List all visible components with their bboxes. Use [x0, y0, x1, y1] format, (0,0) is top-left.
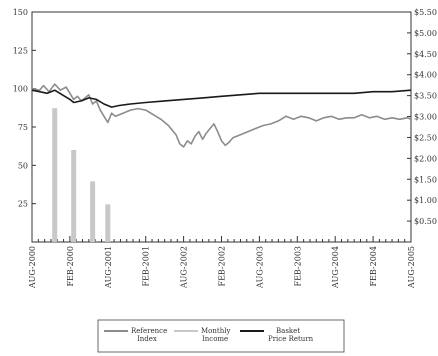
- left-tick-label: 100: [13, 85, 28, 94]
- legend-label-reference-index-1: Reference: [131, 327, 167, 335]
- x-tick-label: AUG-2001: [104, 246, 113, 289]
- bar-monthly-income: [90, 181, 96, 242]
- legend-label-basket-price-return-1: Basket: [276, 327, 300, 335]
- x-tick-label: AUG-2002: [180, 246, 189, 289]
- series-line-basket-price-return: [31, 89, 412, 108]
- x-tick-label: FEB-2004: [369, 246, 378, 286]
- series-lines: [31, 83, 412, 148]
- series-line-reference-index: [31, 83, 412, 148]
- left-axis: 25 50 75 100 125 150: [13, 8, 36, 209]
- legend-label-basket-price-return-2: Price Return: [268, 335, 314, 343]
- x-tick-label: FEB-2001: [142, 246, 151, 286]
- left-tick-label: 50: [18, 161, 28, 170]
- x-tick-label: FEB-2000: [66, 246, 75, 286]
- bars-monthly-income: [52, 108, 111, 242]
- left-tick-label: 150: [13, 8, 28, 17]
- plot-border: [31, 11, 412, 243]
- left-tick-label: 125: [13, 46, 28, 55]
- left-tick-label: 25: [18, 200, 28, 209]
- right-tick-label: $4.50: [414, 50, 437, 59]
- right-tick-label: $4.00: [414, 71, 437, 80]
- right-tick-label: $5.50: [414, 8, 437, 17]
- right-tick-label: $5.00: [414, 29, 437, 38]
- bar-monthly-income: [52, 108, 58, 242]
- right-tick-label: $0.50: [414, 217, 437, 226]
- x-axis: AUG-2000 FEB-2000 AUG-2001 FEB-2001 AUG-2002…: [28, 236, 416, 289]
- right-tick-label: $1.00: [414, 196, 437, 205]
- right-tick-label: $1.50: [414, 175, 437, 184]
- right-tick-label: $2.50: [414, 133, 437, 142]
- x-tick-label: AUG-2005: [407, 246, 416, 289]
- legend-box: [97, 319, 345, 353]
- legend-label-monthly-income-2: Income: [202, 335, 228, 343]
- right-axis: $0.50 $1.00 $1.50 $2.00 $2.50 $3.00 $3.50 $4.00…: [407, 8, 437, 226]
- right-tick-label: $2.00: [414, 154, 437, 163]
- left-tick-label: 75: [18, 123, 28, 132]
- x-tick-label: AUG-2000: [28, 246, 37, 289]
- plot-area: [31, 11, 412, 243]
- bar-monthly-income: [71, 150, 77, 242]
- x-tick-label: FEB-2002: [218, 246, 227, 286]
- x-tick-label: AUG-2003: [255, 246, 264, 289]
- legend: Reference Index Monthly Income Basket Pr…: [97, 319, 345, 353]
- right-tick-label: $3.50: [414, 92, 437, 101]
- legend-label-monthly-income-1: Monthly: [201, 327, 230, 335]
- legend-label-reference-index-2: Index: [137, 335, 157, 343]
- x-tick-label: FEB-2003: [293, 246, 302, 286]
- bar-monthly-income: [105, 204, 111, 242]
- x-tick-label: AUG-2004: [331, 246, 340, 289]
- right-tick-label: $3.00: [414, 113, 437, 122]
